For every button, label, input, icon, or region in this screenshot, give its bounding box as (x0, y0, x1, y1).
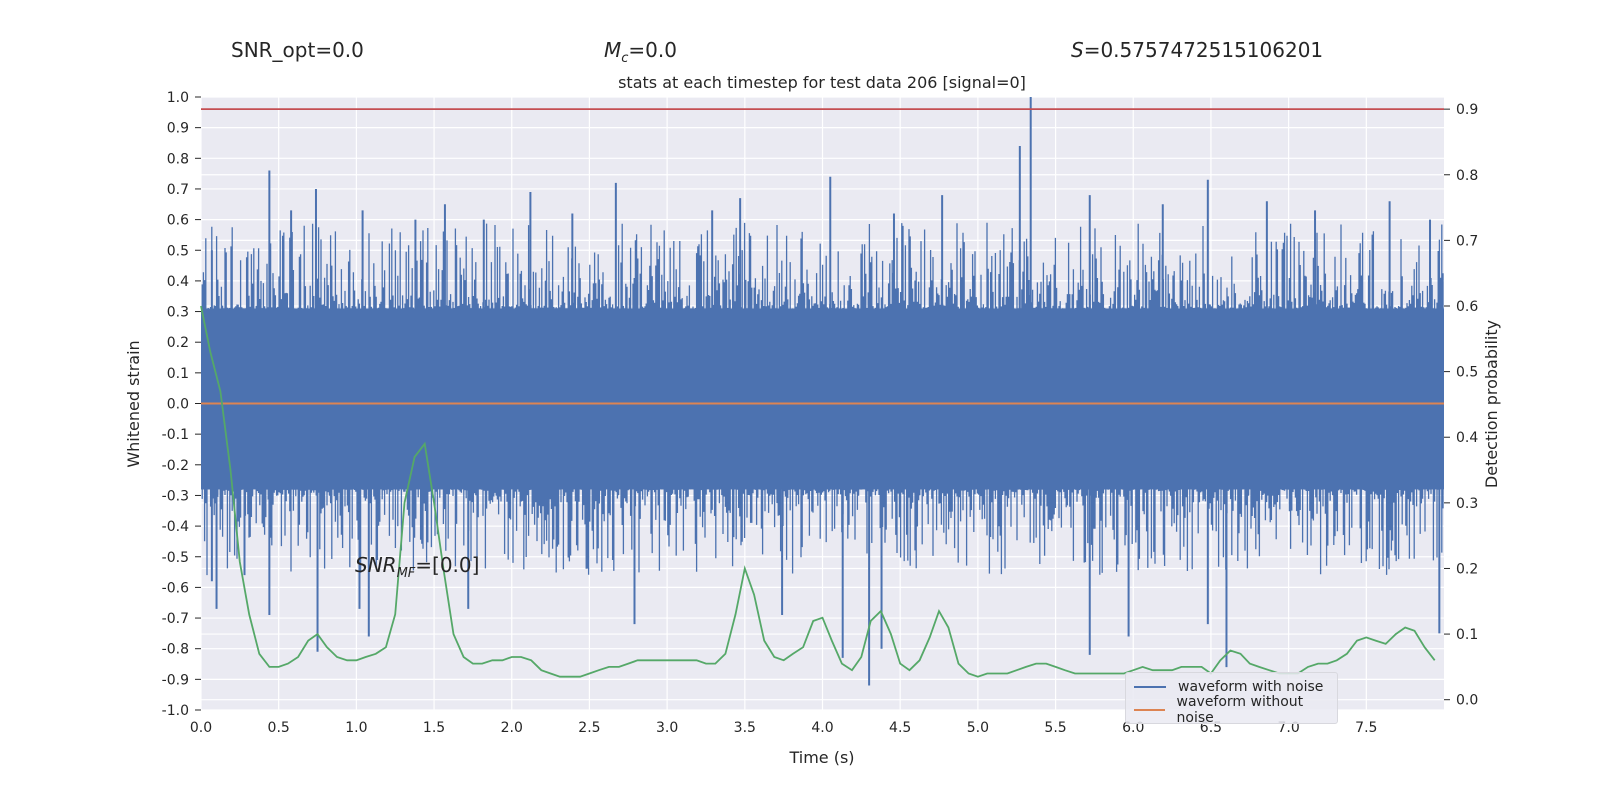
y2-tick-label: 0.0 (1456, 693, 1478, 709)
x-tick-label: 1.0 (345, 720, 367, 736)
y2-tick-label: 0.2 (1456, 561, 1478, 577)
chirp-mass-subscript: c (621, 51, 629, 66)
y-tick-label: 1.0 (167, 90, 189, 106)
legend-entry-clean: waveform without noise (1134, 694, 1337, 726)
y-tick-label: -0.9 (162, 672, 189, 688)
snr-mf-symbol: SNR (355, 553, 397, 577)
snr-opt-text: SNR_opt=0.0 (231, 38, 364, 62)
x-tick-label: 4.5 (889, 720, 911, 736)
y-axis-label: Whitened strain (124, 340, 143, 467)
y2-tick-label: 0.1 (1456, 627, 1478, 643)
y2-tick-label: 0.5 (1456, 365, 1478, 381)
y-tick-label: 0.6 (167, 213, 189, 229)
x-tick-label: 7.0 (1277, 720, 1299, 736)
y2-axis-label: Detection probability (1482, 320, 1501, 488)
y-tick-label: -0.3 (162, 488, 189, 504)
noisy-waveform-group (201, 97, 1444, 686)
x-tick-label: 1.5 (423, 720, 445, 736)
x-tick-label: 0.0 (190, 720, 212, 736)
y-tick-label: 0.5 (167, 243, 189, 259)
legend: waveform with noise waveform without noi… (1125, 672, 1338, 726)
x-tick-label: 6.0 (1122, 720, 1144, 736)
x-axis-label: Time (s) (788, 748, 854, 767)
legend-swatch-noisy (1134, 686, 1166, 688)
x-tick-label: 2.0 (501, 720, 523, 736)
legend-label-clean: waveform without noise (1176, 694, 1304, 726)
legend-swatch-clean (1134, 709, 1165, 711)
data-layer (200, 97, 1444, 686)
x-tick-label: 5.0 (967, 720, 989, 736)
y-tick-label: 0.4 (167, 274, 189, 290)
x-tick-label: 5.5 (1044, 720, 1066, 736)
score-value: =0.5757472515106201 (1083, 38, 1324, 62)
y2-tick-label: 0.6 (1456, 299, 1478, 315)
x-tick-label: 3.5 (734, 720, 756, 736)
y-tick-label: -1.0 (162, 703, 189, 719)
score-label: S=0.5757472515106201 (1071, 38, 1323, 62)
chirp-mass-symbol: M (604, 38, 622, 62)
y-tick-label: 0.0 (167, 397, 189, 413)
x-tick-label: 6.5 (1200, 720, 1222, 736)
y-tick-label: -0.2 (162, 458, 189, 474)
chart-title: stats at each timestep for test data 206… (618, 73, 1026, 92)
y-tick-label: 0.9 (167, 121, 189, 137)
y-tick-label: -0.4 (162, 519, 189, 535)
snr-opt-label: SNR_opt=0.0 (231, 38, 364, 62)
x-tick-label: 0.5 (268, 720, 290, 736)
x-tick-label: 2.5 (578, 720, 600, 736)
axis-layer: 0.0 0.5 1.0 1.5 2.0 2.5 3.0 3.5 4.0 4.5 5.0 5.5 6.0 6… (162, 90, 1479, 736)
chirp-mass-value: =0.0 (628, 38, 677, 62)
x-tick-label: 4.0 (811, 720, 833, 736)
x-tick-label: 7.5 (1355, 720, 1377, 736)
y-tick-label: -0.5 (162, 550, 189, 566)
y2-tick-label: 0.3 (1456, 496, 1478, 512)
y2-tick-label: 0.7 (1456, 233, 1478, 249)
y-tick-label: -0.8 (162, 642, 189, 658)
legend-entry-noisy: waveform with noise (1134, 676, 1323, 698)
y-tick-label: 0.8 (167, 151, 189, 167)
y2-tick-label: 0.4 (1456, 430, 1478, 446)
score-symbol: S (1071, 38, 1084, 62)
y-tick-label: 0.3 (167, 305, 189, 321)
y-tick-label: 0.7 (167, 182, 189, 198)
y-tick-label: -0.6 (162, 580, 189, 596)
chirp-mass-label: Mc=0.0 (604, 38, 677, 66)
y2-tick-label: 0.8 (1456, 168, 1478, 184)
detection-probability-line (200, 305, 1436, 678)
y2-tick-label: 0.9 (1456, 102, 1478, 118)
y-tick-label: 0.2 (167, 335, 189, 351)
x-tick-label: 3.0 (656, 720, 678, 736)
snr-mf-value: =[0.0] (415, 553, 480, 577)
legend-label-noisy: waveform with noise (1178, 679, 1324, 695)
snr-mf-subscript: MF (396, 566, 416, 581)
y-tick-label: 0.1 (167, 366, 189, 382)
snr-mf-annotation: SNRMF=[0.0] (355, 553, 479, 581)
y-tick-label: -0.7 (162, 611, 189, 627)
y-tick-label: -0.1 (162, 427, 189, 443)
